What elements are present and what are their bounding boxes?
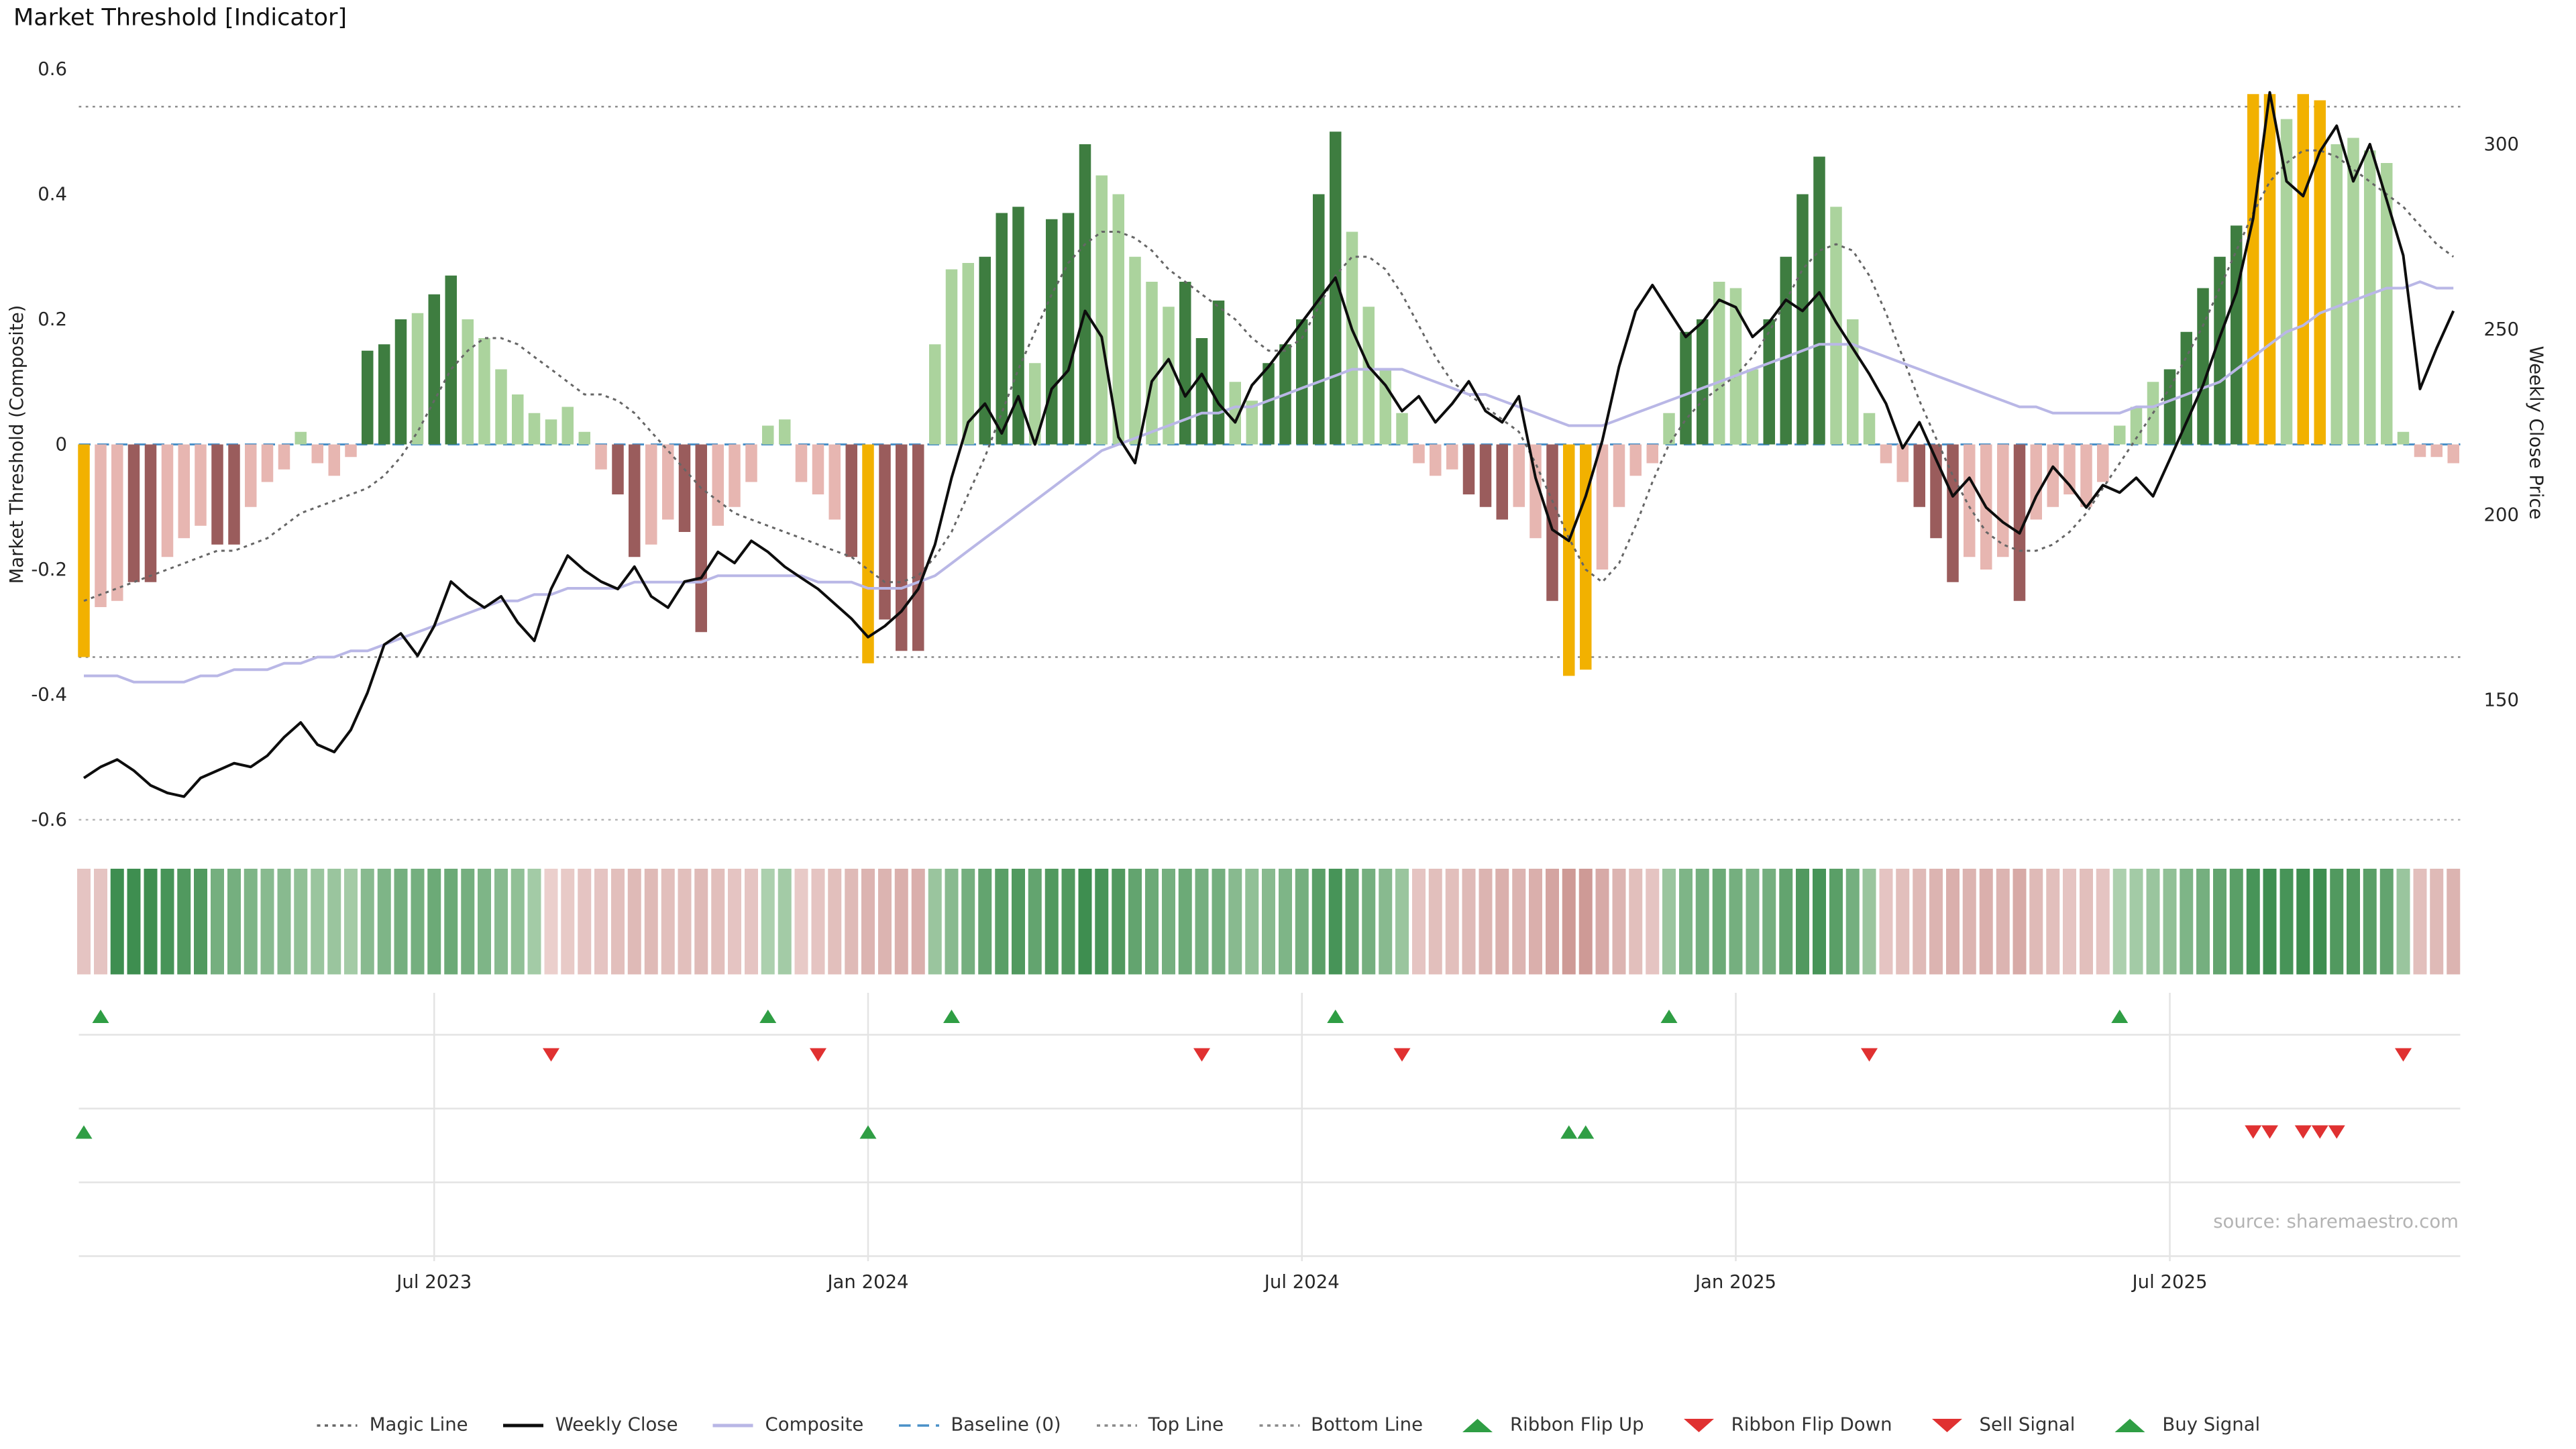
- legend-marker-dotted-icon: [1258, 1424, 1299, 1426]
- x-tick-label: Jul 2025: [2131, 1271, 2208, 1293]
- legend-item: Magic Line: [316, 1414, 468, 1436]
- right-tick-label: 250: [2484, 319, 2520, 340]
- legend-label: Top Line: [1148, 1413, 1224, 1436]
- legend-marker-tri-down-icon: [1684, 1417, 1715, 1432]
- legend-label: Bottom Line: [1311, 1413, 1424, 1436]
- sell-signal-marker: [2311, 1125, 2328, 1139]
- buy-signal-marker: [1577, 1125, 1595, 1139]
- ribbon-flip-up-marker: [92, 1010, 109, 1023]
- legend-marker-tri-down-icon: [1932, 1417, 1963, 1432]
- ribbon-flip-down-marker: [810, 1048, 826, 1062]
- ribbon-strip-layer: [77, 869, 2461, 975]
- legend-label: Sell Signal: [1979, 1413, 2076, 1436]
- source-credit: source: sharemaestro.com: [2213, 1211, 2459, 1233]
- signal-panel-grid-layer: [78, 993, 2461, 1261]
- ribbon-flip-up-marker: [2111, 1010, 2129, 1023]
- right-tick-label: 200: [2484, 504, 2520, 525]
- left-tick-label: 0.2: [38, 309, 67, 330]
- legend-item: Sell Signal: [1926, 1413, 2076, 1436]
- ribbon-flip-down-marker: [1193, 1048, 1210, 1062]
- legend-item: Ribbon Flip Up: [1456, 1414, 1644, 1436]
- chart-title: Market Threshold [Indicator]: [13, 5, 347, 32]
- ribbon-flip-down-marker: [2395, 1048, 2412, 1062]
- line-series-layer: [83, 91, 2455, 798]
- legend-item: Baseline (0): [897, 1414, 1061, 1436]
- sell-signal-marker: [2294, 1125, 2312, 1139]
- legend-item: Weekly Close: [502, 1414, 678, 1436]
- indicator-bars-layer: [78, 94, 2459, 676]
- x-tick-label: Jan 2024: [826, 1271, 908, 1293]
- signal-markers-layer: [75, 1010, 2412, 1139]
- legend-marker-tri-up-icon: [2115, 1417, 2146, 1432]
- right-tick-label: 300: [2484, 133, 2520, 155]
- ribbon-flip-down-marker: [543, 1048, 559, 1062]
- ribbon-flip-up-marker: [943, 1010, 960, 1023]
- legend-label: Ribbon Flip Up: [1510, 1413, 1644, 1436]
- buy-signal-marker: [859, 1125, 877, 1139]
- buy-signal-marker: [75, 1125, 93, 1139]
- legend-marker-tri-up-icon: [1463, 1417, 1494, 1432]
- left-tick-label: 0.6: [38, 58, 67, 80]
- legend-label: Composite: [765, 1413, 864, 1436]
- x-tick-label: Jan 2025: [1694, 1271, 1776, 1293]
- axis-ticks-layer: 0.6 0.4 0.2 0 -0.2 -0.4 -0.6 300 250 200 150 Jul 20…: [31, 58, 2519, 1293]
- legend-marker-dashed-icon: [898, 1424, 939, 1426]
- ribbon-flip-up-marker: [1660, 1010, 1678, 1023]
- ribbon-flip-down-marker: [1393, 1048, 1411, 1062]
- legend-item: Top Line: [1095, 1414, 1224, 1436]
- legend-label: Buy Signal: [2162, 1413, 2261, 1436]
- sell-signal-marker: [2328, 1125, 2345, 1139]
- left-tick-label: 0.4: [38, 183, 67, 205]
- sell-signal-marker: [2245, 1125, 2262, 1139]
- left-tick-label: -0.4: [31, 684, 67, 705]
- legend-marker-solid-icon: [713, 1423, 754, 1427]
- legend-item: Ribbon Flip Down: [1678, 1414, 1892, 1436]
- legend-marker-dotted-icon: [1096, 1424, 1137, 1426]
- x-tick-label: Jul 2023: [395, 1271, 472, 1293]
- magic-line: [83, 149, 2455, 602]
- right-tick-label: 150: [2484, 690, 2520, 711]
- weekly-close-line: [83, 91, 2455, 798]
- ribbon-flip-up-marker: [759, 1010, 777, 1023]
- ribbon-flip-down-marker: [1861, 1048, 1878, 1062]
- market-threshold-indicator-chart: 0.6 0.4 0.2 0 -0.2 -0.4 -0.6 300 250 200 150 Jul 20…: [31, 58, 2519, 1293]
- legend-item: Composite: [712, 1413, 864, 1436]
- left-tick-label: 0: [56, 433, 68, 455]
- legend-marker-dotted-icon: [317, 1424, 358, 1426]
- legend-label: Baseline (0): [951, 1413, 1061, 1436]
- legend-item: Bottom Line: [1257, 1414, 1423, 1436]
- buy-signal-marker: [1560, 1125, 1578, 1139]
- ribbon-flip-up-marker: [1327, 1010, 1344, 1023]
- left-tick-label: -0.6: [31, 809, 67, 830]
- legend-label: Ribbon Flip Down: [1731, 1413, 1892, 1436]
- legend-label: Weekly Close: [555, 1413, 678, 1436]
- x-tick-label: Jul 2024: [1263, 1271, 1340, 1293]
- legend-marker-solid-icon: [503, 1423, 544, 1427]
- sell-signal-marker: [2261, 1125, 2278, 1139]
- composite-line: [84, 280, 2454, 684]
- legend-item: Buy Signal: [2108, 1414, 2260, 1436]
- left-tick-label: -0.2: [31, 559, 67, 580]
- chart-legend: Magic Line Weekly Close Composite Baseline …: [0, 1414, 2576, 1436]
- legend-label: Magic Line: [369, 1413, 468, 1436]
